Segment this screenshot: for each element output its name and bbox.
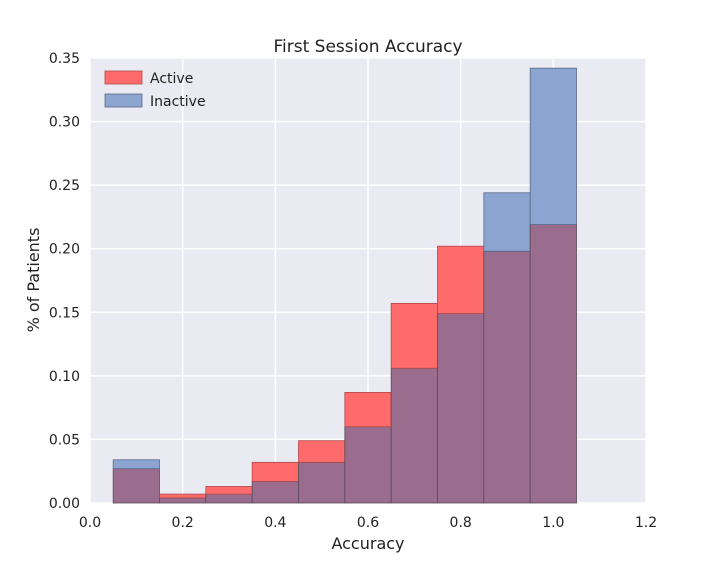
- bar-active: [251, 461, 299, 482]
- bar-overlap: [437, 313, 485, 504]
- x-tick-label: 0.0: [79, 515, 101, 531]
- bar-overlap: [298, 461, 346, 504]
- bar-active: [159, 493, 207, 499]
- x-tick-label: 0.2: [172, 515, 194, 531]
- bar-active: [298, 440, 346, 463]
- bar-inactive: [529, 67, 577, 225]
- bar-overlap: [529, 224, 577, 504]
- x-tick-label: 1.2: [635, 515, 657, 531]
- legend-label-active: Active: [150, 71, 193, 87]
- bar-inactive: [483, 192, 531, 252]
- legend-swatch-inactive: [104, 93, 143, 108]
- chart-title: First Session Accuracy: [273, 37, 462, 57]
- x-tick-label: 0.8: [450, 515, 472, 531]
- y-axis-title: % of Patients: [24, 228, 43, 333]
- y-tick-label: 0.10: [49, 369, 80, 385]
- y-tick-labels: 0.00 0.05 0.10 0.15 0.20 0.25 0.30 0.35: [49, 51, 80, 512]
- bar-overlap: [390, 367, 438, 504]
- bars: [112, 67, 577, 504]
- x-axis-title: Accuracy: [331, 534, 404, 553]
- x-tick-label: 1.0: [542, 515, 564, 531]
- bar-overlap: [112, 468, 160, 504]
- bar-active: [390, 302, 438, 369]
- y-tick-label: 0.35: [49, 51, 80, 67]
- bar-active: [344, 391, 392, 428]
- bar-overlap: [344, 426, 392, 504]
- y-tick-label: 0.30: [49, 115, 80, 131]
- legend-swatch-active: [104, 70, 143, 85]
- y-tick-label: 0.00: [49, 496, 80, 512]
- bar-active: [437, 245, 485, 314]
- bar-inactive: [112, 459, 160, 470]
- y-tick-label: 0.05: [49, 432, 80, 448]
- bar-overlap: [205, 493, 253, 504]
- bar-overlap: [159, 497, 207, 504]
- y-tick-label: 0.25: [49, 178, 80, 194]
- bar-overlap: [483, 250, 531, 504]
- x-tick-label: 0.4: [264, 515, 286, 531]
- legend-label-inactive: Inactive: [150, 94, 206, 110]
- bar-active: [205, 486, 253, 495]
- y-tick-label: 0.15: [49, 305, 80, 321]
- bar-overlap: [251, 480, 299, 504]
- y-tick-label: 0.20: [49, 242, 80, 258]
- legend: Active Inactive: [104, 70, 206, 110]
- x-tick-label: 0.6: [357, 515, 379, 531]
- x-tick-labels: 0.0 0.2 0.4 0.6 0.8 1.0 1.2: [79, 515, 657, 531]
